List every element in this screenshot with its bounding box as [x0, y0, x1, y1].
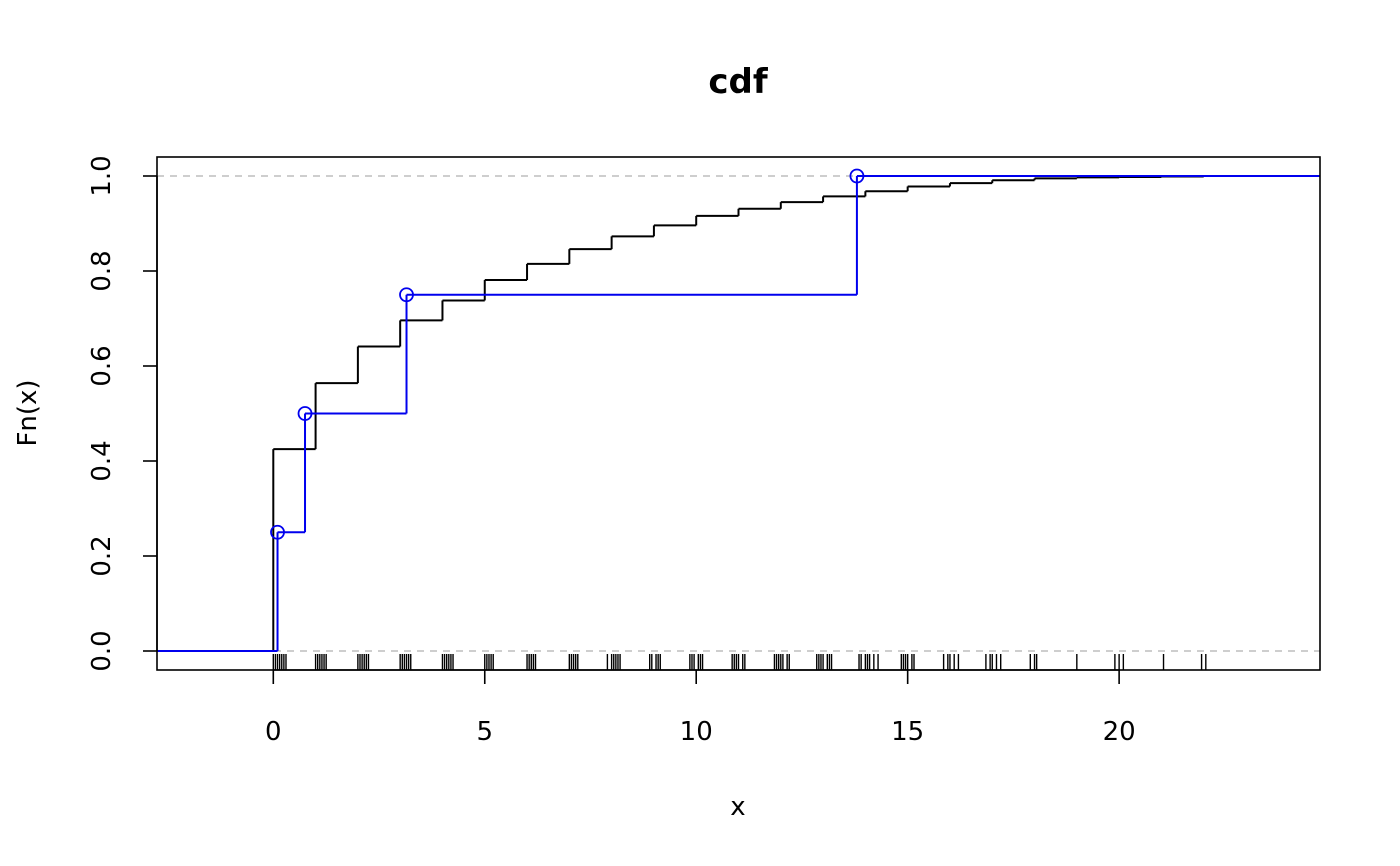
- y-tick-label-0: 0.0: [87, 630, 117, 671]
- series-group: [157, 168, 1320, 652]
- x-tick-label-3: 15: [891, 717, 924, 747]
- chart-title: cdf: [708, 62, 768, 102]
- x-tick-label-2: 10: [680, 717, 713, 747]
- series-1-point-3: [849, 168, 865, 184]
- y-tick-label-2: 0.4: [87, 440, 117, 481]
- rug-ticks: [272, 654, 1207, 670]
- x-tick-label-1: 5: [476, 717, 493, 747]
- x-axis-label: x: [730, 792, 745, 822]
- y-axis-label: Fn(x): [13, 379, 43, 446]
- series-1-point-0: [270, 524, 285, 540]
- plot-frame: [156, 156, 1321, 671]
- y-tick-label-5: 1.0: [87, 155, 117, 196]
- x-tick-label-0: 0: [265, 717, 282, 747]
- series-1-point-2: [399, 287, 414, 303]
- y-tick-label-3: 0.6: [87, 345, 117, 386]
- y-tick-label-1: 0.2: [87, 535, 117, 576]
- x-tick-label-4: 20: [1103, 717, 1136, 747]
- y-tick-label-4: 0.8: [87, 250, 117, 291]
- series-1-point-1: [297, 406, 313, 421]
